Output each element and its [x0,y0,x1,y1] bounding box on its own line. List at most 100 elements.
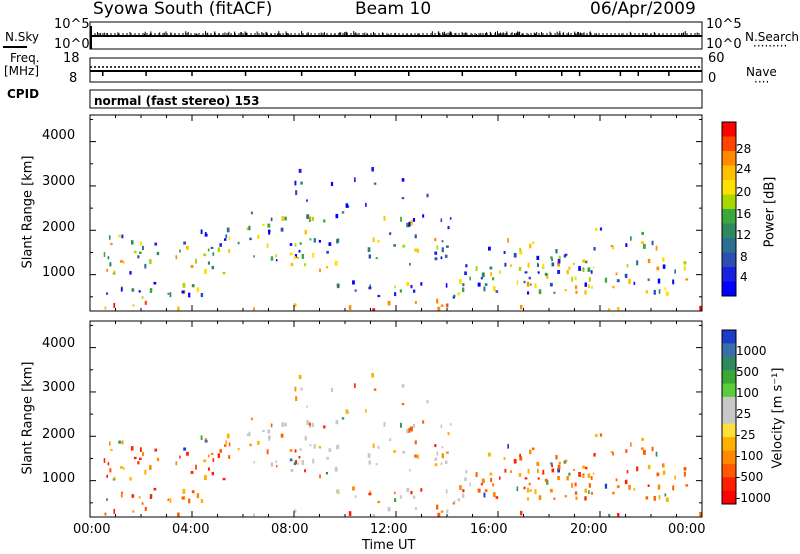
power-cell [588,277,591,282]
power-cell [608,307,611,311]
velocity-cell [181,496,185,500]
colorbar-frame [721,329,737,505]
velocity-cell [672,485,675,491]
velocity-cell [462,493,465,499]
colorbar-swatch [722,343,736,358]
velocity-cell [477,488,481,493]
power-cell [645,290,649,294]
velocity-cell [568,472,571,476]
velocity-cell [683,467,687,471]
velocity-cell [371,372,374,378]
power-cell [529,283,532,286]
power-cbar-tick-28: 28 [736,142,752,156]
power-cell [389,232,392,235]
power-cell [293,256,297,260]
velocity-cell [447,432,450,436]
velocity-cell [665,497,669,502]
velocity-cell [144,469,147,475]
velocity-cell [440,424,443,429]
velocity-cell [267,435,271,439]
velocity-cell [590,476,593,480]
velocity-cell [293,509,297,513]
velocity-cell [510,470,513,473]
power-cell [615,272,618,276]
xtick-0400: 04:00 [172,522,210,537]
vel-cbar-tick-neg25: -25 [736,428,756,442]
velocity-cell [393,450,397,453]
power-cell [153,281,157,285]
velocity-cell [410,490,413,495]
velocity-cell [246,433,250,437]
velocity-cell [399,495,402,499]
velocity-cell [270,423,273,428]
velocity-cell [253,513,255,517]
power-cell [207,248,210,252]
velocity-cell [330,387,334,392]
velocity-cell [190,471,194,474]
power-cell [519,250,523,255]
power-cell [462,287,465,293]
velocity-cell [312,458,315,464]
power-cell [203,253,207,257]
power-cell [588,284,590,289]
velocity-cell [109,468,112,473]
power-cell [373,182,377,185]
power-cell [383,215,386,221]
velocity-cell [566,475,569,481]
power-cell [414,234,417,239]
velocity-cell [555,455,558,460]
nsky-tick-high: 10^5 [54,17,90,32]
velocity-cell [518,472,522,477]
power-cell [542,263,545,268]
power-cell [270,256,274,261]
velocity-cell [248,431,251,437]
power-cell [529,243,532,249]
power-cell [578,266,581,271]
velocity-cell [275,465,278,468]
power-cell [228,236,231,241]
velocity-cell [200,435,203,440]
power-cbar-tick-20: 20 [736,185,752,199]
colorbar-swatch [722,194,736,210]
power-cell [566,269,569,275]
velocity-cell [372,514,376,517]
xtick-0000-end: 00:00 [668,522,706,537]
velocity-cell [534,489,537,494]
power-cell [624,273,628,279]
colorbar-swatch [722,267,736,282]
power-cell [590,270,593,274]
power-cell [372,237,375,243]
velocity-cell [133,456,137,460]
velocity-cell [131,494,135,498]
power-cell [167,292,170,295]
power-cell [641,231,644,235]
velocity-cell [394,491,396,495]
power-cell [267,223,271,228]
velocity-cell [564,495,568,498]
velocity-cell [417,454,420,459]
velocity-cell [446,451,449,454]
power-cell [520,304,523,310]
power-cell [401,178,405,182]
power-cell [337,283,340,289]
power-cell [446,303,449,308]
power-cell [113,270,116,274]
velocity-cell [462,489,465,493]
velocity-cell [655,451,658,457]
power-cell [541,266,545,269]
power-cell [523,280,526,284]
power-cell [108,235,111,240]
velocity-cell [436,504,439,510]
velocity-cell [625,449,628,454]
power-cell [437,306,441,311]
velocity-cell [138,457,142,461]
velocity-cell [203,459,207,463]
colorbar-swatch [722,370,736,385]
velocity-cell [253,461,255,464]
velocity-cell [542,469,545,474]
velocity-cell [394,498,397,503]
velocity-cell [250,417,253,421]
power-cell [207,261,210,265]
power-cell [625,243,628,248]
velocity-cell [352,486,355,491]
